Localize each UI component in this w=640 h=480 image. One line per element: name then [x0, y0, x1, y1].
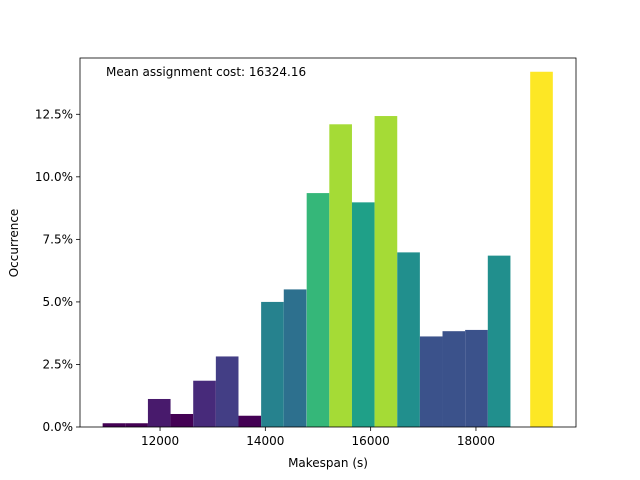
mean-cost-annotation: Mean assignment cost: 16324.16 [106, 65, 306, 79]
bar-12 [374, 116, 398, 427]
x-tick-label-2: 16000 [352, 434, 390, 448]
bar-10 [329, 124, 352, 427]
bar-13 [397, 252, 420, 427]
y-tick-label-2: 5.0% [43, 295, 74, 309]
x-axis-ticks: 12000 14000 16000 18000 [141, 427, 495, 448]
bar-7 [261, 301, 284, 427]
bar-16 [465, 329, 488, 427]
bar-1 [125, 423, 148, 427]
y-tick-label-3: 7.5% [43, 232, 74, 246]
x-axis-title: Makespan (s) [288, 456, 368, 470]
y-axis-ticks: 0.0% 2.5% 5.0% 7.5% 10.0% 12.5% [35, 107, 80, 434]
y-tick-label-1: 2.5% [43, 357, 74, 371]
x-tick-label-1: 14000 [246, 434, 284, 448]
y-tick-label-0: 0.0% [43, 420, 74, 434]
bar-8 [283, 289, 307, 427]
bar-3 [170, 413, 194, 427]
y-axis-title: Occurrence [7, 209, 21, 278]
bar-4 [193, 380, 216, 427]
bar-15 [442, 331, 466, 427]
bar-6 [238, 415, 262, 427]
y-tick-label-5: 12.5% [35, 107, 73, 121]
bar-2 [147, 398, 171, 427]
bar-5 [215, 356, 239, 427]
bar-11 [351, 202, 375, 427]
x-tick-label-3: 18000 [457, 434, 495, 448]
y-tick-label-4: 10.0% [35, 170, 73, 184]
bar-9 [306, 193, 330, 427]
bar-group [102, 71, 553, 427]
plot-frame [79, 57, 577, 428]
bar-14 [419, 336, 443, 427]
bar-0 [102, 423, 126, 427]
x-tick-label-0: 12000 [141, 434, 179, 448]
bar-17 [487, 255, 511, 427]
bar-18 [530, 71, 553, 427]
